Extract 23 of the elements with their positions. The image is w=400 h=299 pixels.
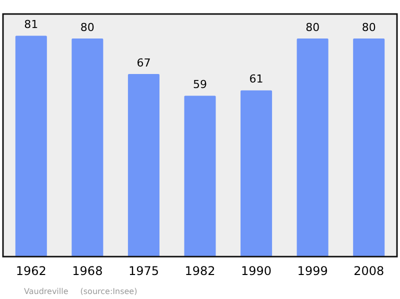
text: Vaudreville [24,287,68,296]
bar [240,90,272,257]
x-tick-label: 1990 [241,264,272,278]
data-label: 80 [80,20,94,34]
data-label: 61 [249,72,264,86]
bar [15,36,47,257]
text: (source:Insee) [80,287,138,296]
bar [72,38,104,257]
data-label: 80 [306,20,320,34]
x-tick-label: 1982 [184,264,216,278]
bar [353,38,385,257]
x-tick-label: 1975 [128,264,159,278]
bar [128,74,160,257]
x-tick-label: 1999 [297,264,328,278]
data-label: 80 [362,20,376,34]
bar [296,38,328,257]
data-label: 67 [136,56,151,70]
x-tick-label: 1962 [16,264,46,278]
x-tick-label: 2008 [354,264,384,278]
data-label: 81 [24,18,38,32]
bar [184,96,216,257]
data-label: 59 [193,78,207,92]
x-tick-label: 1968 [72,264,103,278]
